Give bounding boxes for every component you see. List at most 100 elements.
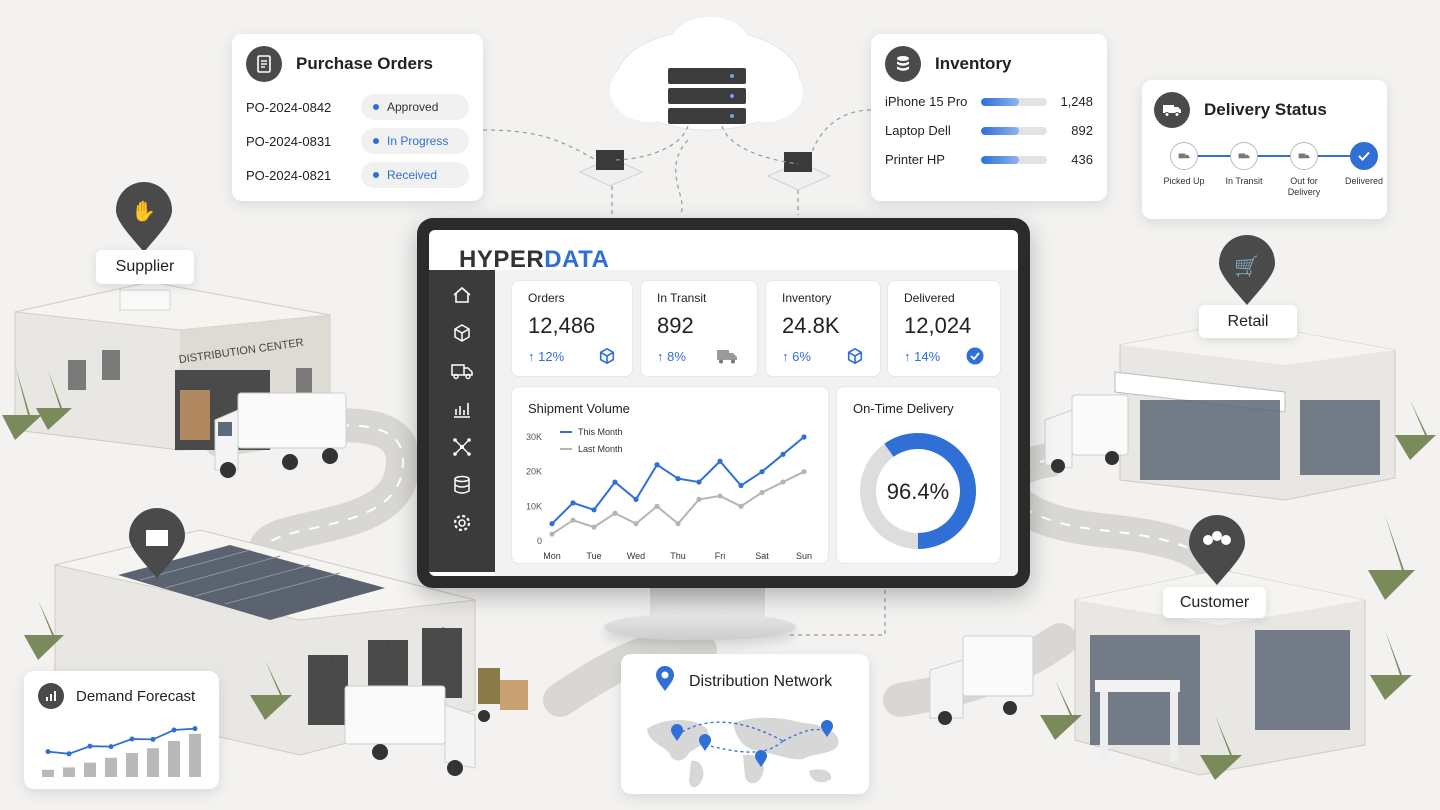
kpi-card-orders[interactable]: Orders 12,486 ↑ 12%	[511, 280, 633, 377]
y-tick-label: 30K	[526, 432, 542, 442]
forecast-point	[192, 726, 198, 732]
sidebar-item-network[interactable]	[429, 428, 495, 466]
world-map	[647, 717, 839, 788]
data-point[interactable]	[696, 479, 702, 485]
po-id: PO-2024-0831	[246, 133, 332, 149]
forecast-point	[150, 736, 156, 742]
data-point[interactable]	[738, 482, 744, 489]
delivery-status-card: Delivery Status Picked Up In Transit Out…	[1142, 80, 1387, 219]
sidebar-item-analytics[interactable]	[429, 390, 495, 428]
sidebar-item-shipping[interactable]	[429, 352, 495, 390]
forecast-line	[47, 727, 196, 755]
settings-icon	[453, 514, 471, 532]
kpi-change: ↑ 14%	[904, 348, 941, 364]
status-dot	[373, 104, 379, 110]
data-point[interactable]	[696, 496, 702, 502]
kpi-value: 12,024	[904, 313, 972, 338]
truck-icon	[717, 350, 737, 364]
x-tick-label: Sat	[755, 551, 769, 561]
delivery-progress: Picked Up In Transit Out for Delivery De…	[1154, 142, 1383, 202]
customer-label: Customer	[1163, 587, 1266, 618]
step-picked-up: Picked Up	[1154, 142, 1214, 187]
forecast-bar	[147, 748, 159, 777]
data-point[interactable]	[780, 479, 786, 485]
step-label: Delivered	[1344, 176, 1384, 186]
document-icon	[246, 46, 282, 82]
data-point[interactable]	[654, 503, 660, 509]
status-dot	[373, 172, 379, 178]
on-time-delivery-panel: On-Time Delivery 96.4%	[836, 386, 1001, 564]
po-status-text: Received	[387, 168, 438, 182]
data-point[interactable]	[612, 479, 618, 485]
po-row[interactable]: PO-2024-0821 Received	[246, 162, 469, 188]
po-row[interactable]: PO-2024-0842 Approved	[246, 94, 469, 120]
data-point[interactable]	[675, 521, 681, 527]
data-point[interactable]	[738, 503, 744, 509]
on-time-value: 96.4%	[887, 479, 949, 504]
arrow-up-icon: ↑	[782, 348, 793, 364]
po-row[interactable]: PO-2024-0831 In Progress	[246, 128, 469, 154]
cloud-server	[610, 17, 803, 131]
data-point[interactable]	[717, 458, 723, 464]
data-point[interactable]	[633, 521, 639, 527]
truck-bottom-left	[344, 685, 476, 776]
trees	[2, 365, 1436, 780]
data-point[interactable]	[591, 507, 597, 513]
data-point[interactable]	[612, 510, 618, 516]
data-node-right	[766, 152, 832, 191]
forklift	[478, 668, 528, 722]
y-tick-label: 10K	[526, 501, 542, 511]
forecast-bar	[84, 762, 96, 777]
data-point[interactable]	[801, 469, 807, 475]
kpi-card-in-transit[interactable]: In Transit 892 ↑ 8%	[640, 280, 758, 377]
x-tick-label: Sun	[796, 551, 812, 561]
sidebar-item-inventory[interactable]	[429, 314, 495, 352]
inventory-item[interactable]: Laptop Dell 892	[885, 123, 1093, 138]
data-point[interactable]	[570, 500, 576, 506]
dashboard-screen: HYPERDATA	[429, 230, 1018, 576]
legend-label: This Month	[578, 427, 623, 437]
kpi-card-inventory[interactable]: Inventory 24.8K ↑ 6%	[765, 280, 881, 377]
retail-label: Retail	[1199, 305, 1297, 338]
monitor: HYPERDATA	[417, 218, 1030, 588]
data-point[interactable]	[591, 524, 597, 530]
database-icon	[885, 46, 921, 82]
data-point[interactable]	[549, 521, 555, 527]
x-tick-label: Wed	[627, 551, 645, 561]
inventory-item-count: 892	[1071, 123, 1093, 138]
kpi-value: 892	[657, 313, 694, 338]
data-point[interactable]	[570, 517, 576, 523]
truck-bottom-right	[929, 635, 1034, 725]
kpi-card-delivered[interactable]: Delivered 12,024 ↑ 14%	[887, 280, 1001, 377]
sidebar-item-settings[interactable]	[429, 504, 495, 542]
data-point[interactable]	[675, 476, 681, 482]
legend-label: Last Month	[578, 444, 623, 454]
forecast-bar	[126, 753, 138, 777]
inventory-item-count: 1,248	[1060, 94, 1093, 109]
data-point[interactable]	[549, 531, 555, 537]
brand-suffix: DATA	[544, 246, 610, 273]
svg-text:🛒: 🛒	[1234, 254, 1259, 278]
database-icon	[454, 475, 470, 494]
arrow-up-icon: ↑	[657, 348, 668, 364]
data-point[interactable]	[654, 462, 660, 468]
po-status-text: Approved	[387, 100, 439, 114]
sidebar-item-home[interactable]	[429, 276, 495, 314]
customer-pin	[1189, 515, 1245, 585]
data-point[interactable]	[717, 493, 723, 499]
data-point[interactable]	[780, 451, 786, 457]
x-tick-label: Fri	[715, 551, 726, 561]
data-point[interactable]	[759, 469, 765, 475]
supplier-pin: ✋	[116, 182, 172, 252]
data-point[interactable]	[633, 496, 639, 502]
inventory-item[interactable]: Printer HP 436	[885, 152, 1093, 167]
data-point[interactable]	[801, 434, 807, 440]
inventory-item[interactable]: iPhone 15 Pro 1,248	[885, 94, 1093, 109]
dashboard-main: Orders 12,486 ↑ 12% In Transit 892 ↑ 8% …	[495, 270, 1018, 576]
distribution-network-title: Distribution Network	[689, 672, 833, 690]
x-tick-label: Tue	[586, 551, 601, 561]
inventory-level-fill	[981, 97, 1020, 106]
step-label: Picked Up	[1163, 176, 1205, 186]
data-point[interactable]	[759, 489, 765, 496]
sidebar-item-database[interactable]	[429, 466, 495, 504]
